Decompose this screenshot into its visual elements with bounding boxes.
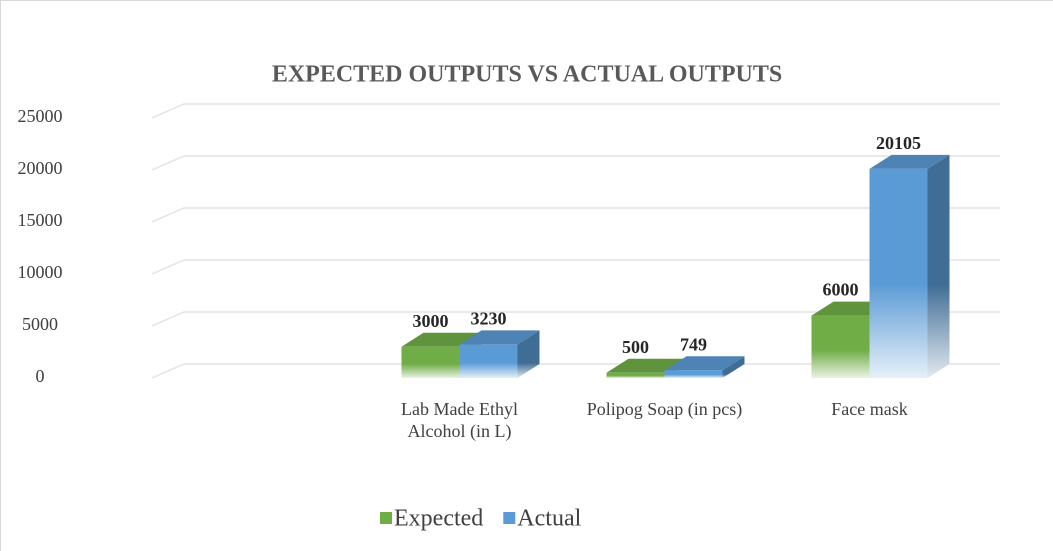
bar bbox=[869, 154, 950, 378]
grid-line bbox=[151, 207, 1000, 223]
legend-swatch bbox=[380, 512, 392, 524]
bar-fade bbox=[606, 372, 687, 378]
x-tick-label: Polipog Soap (in pcs) bbox=[586, 399, 743, 419]
data-label: 20105 bbox=[876, 133, 921, 153]
legend-label: Expected bbox=[394, 506, 483, 532]
bar-fade bbox=[869, 168, 950, 378]
grid-line bbox=[151, 155, 1000, 171]
bar-top bbox=[664, 356, 745, 371]
y-tick-label: 15000 bbox=[18, 210, 63, 230]
chart-title: EXPECTED OUTPUTS VS ACTUAL OUTPUTS bbox=[272, 62, 782, 88]
data-label: 3230 bbox=[471, 309, 507, 329]
bar-fade bbox=[459, 344, 540, 378]
bar bbox=[459, 330, 540, 378]
y-tick-label: 20000 bbox=[18, 158, 63, 178]
y-tick-label: 10000 bbox=[18, 262, 63, 282]
data-label: 500 bbox=[622, 337, 649, 357]
data-label: 3000 bbox=[413, 311, 449, 331]
data-label: 6000 bbox=[823, 280, 859, 300]
x-tick-label-box: Lab Made Ethyl Alcohol (in L) bbox=[401, 399, 518, 441]
legend-label: Actual bbox=[517, 506, 581, 532]
bar bbox=[664, 356, 745, 378]
y-tick-label: 25000 bbox=[18, 106, 63, 126]
data-label: 749 bbox=[680, 334, 707, 354]
bar-top bbox=[459, 330, 540, 345]
x-tick-label-box: Face mask bbox=[831, 399, 908, 419]
x-tick-label-box: Polipog Soap (in pcs) bbox=[586, 399, 743, 419]
grid-line bbox=[151, 259, 1000, 275]
x-tick-label: Face mask bbox=[831, 399, 908, 419]
grid-line bbox=[151, 311, 1000, 327]
bar-top bbox=[869, 154, 950, 169]
y-tick-label: 0 bbox=[36, 366, 45, 386]
legend-swatch bbox=[503, 512, 516, 524]
grid-line bbox=[151, 103, 1000, 119]
y-tick-label: 5000 bbox=[22, 314, 58, 334]
x-tick-label: Lab Made Ethyl Alcohol (in L) bbox=[401, 399, 518, 441]
bar-fade bbox=[664, 370, 745, 378]
